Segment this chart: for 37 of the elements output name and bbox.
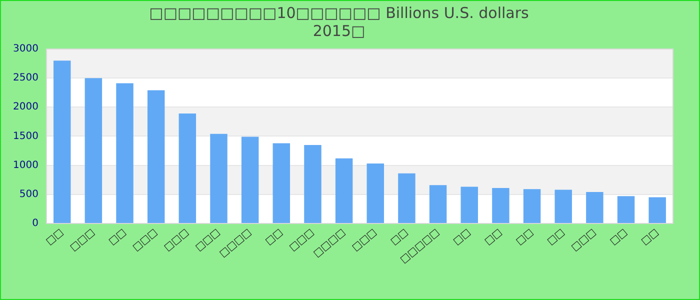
bar: [648, 197, 666, 223]
bar: [116, 83, 134, 223]
bar: [210, 134, 228, 223]
bar: [398, 173, 416, 223]
bar: [554, 190, 572, 223]
x-tick-label: □□: [451, 226, 473, 248]
x-tick-label: □□: [263, 226, 285, 248]
y-tick-label: 500: [19, 188, 38, 200]
bar: [84, 78, 102, 223]
bar: [335, 158, 353, 223]
y-tick-label: 1500: [12, 130, 38, 142]
y-tick-label: 1000: [12, 160, 38, 171]
bar: [492, 188, 510, 223]
y-tick-label: 2500: [12, 72, 38, 84]
bar: [304, 144, 322, 223]
x-tick-label: □□: [106, 226, 128, 248]
y-tick-label: 3000: [12, 44, 38, 55]
x-tick-label: □□: [639, 226, 661, 248]
bar: [272, 143, 290, 223]
y-tick-label: 2000: [12, 102, 38, 113]
x-tick-label: □□: [545, 226, 567, 248]
x-tick-label: □□: [514, 226, 536, 248]
x-tick-label: □□: [482, 226, 504, 248]
y-tick-label: 0: [32, 218, 38, 230]
bar: [523, 189, 541, 223]
bar: [147, 90, 165, 223]
bar: [460, 186, 478, 223]
bar: [178, 114, 196, 223]
x-tick-label: □□: [608, 226, 630, 248]
bar: [54, 60, 71, 223]
x-tick-label: □□: [44, 226, 66, 248]
bar: [366, 164, 384, 223]
chart-title: □□□□□□□□□10□□□□□□ Billions U.S. dollars 2015□: [149, 4, 530, 40]
bar: [429, 185, 447, 223]
bar: [617, 196, 635, 223]
bar: [586, 192, 604, 223]
bar: [241, 136, 259, 223]
